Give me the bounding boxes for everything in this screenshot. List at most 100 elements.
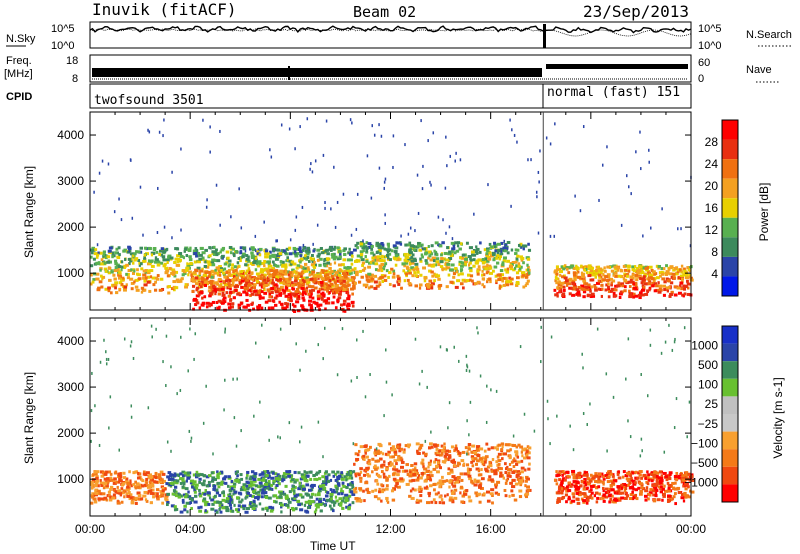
data-cell <box>204 280 208 284</box>
data-cell <box>282 492 287 496</box>
data-cell <box>512 268 516 272</box>
data-cell <box>640 476 644 480</box>
data-cell <box>554 122 556 126</box>
data-cell <box>367 265 372 269</box>
data-cell <box>391 462 394 466</box>
data-cell <box>320 292 323 296</box>
data-cell <box>289 262 294 266</box>
data-cell <box>278 477 282 481</box>
data-cell <box>302 245 306 249</box>
data-cell <box>106 480 110 484</box>
data-cell <box>657 476 661 480</box>
data-cell <box>357 449 361 453</box>
data-cell <box>609 498 613 502</box>
data-cell <box>236 292 240 296</box>
data-cell <box>497 462 501 466</box>
data-cell <box>612 482 616 486</box>
data-cell <box>510 248 514 252</box>
data-cell <box>632 286 638 290</box>
data-cell <box>416 498 419 502</box>
data-cell <box>333 501 337 505</box>
data-cell <box>409 471 414 475</box>
data-cell <box>217 277 222 281</box>
data-cell <box>390 489 395 493</box>
data-cell <box>526 263 529 267</box>
data-cell <box>260 306 264 310</box>
data-cell <box>118 478 122 482</box>
data-cell <box>556 272 559 276</box>
data-cell <box>253 475 257 479</box>
data-cell <box>364 481 369 485</box>
data-cell <box>371 124 373 128</box>
data-cell <box>227 272 232 276</box>
data-cell <box>599 275 603 279</box>
data-cell <box>354 452 358 456</box>
data-cell <box>142 233 144 237</box>
data-cell <box>318 287 322 291</box>
data-cell <box>410 261 415 265</box>
data-cell <box>327 473 331 477</box>
data-cell <box>342 299 347 303</box>
data-cell <box>485 271 489 275</box>
data-cell <box>179 481 183 485</box>
data-cell <box>103 472 108 476</box>
data-cell <box>650 471 655 475</box>
data-cell <box>525 275 528 279</box>
data-cell <box>212 484 217 488</box>
data-cell <box>333 261 337 265</box>
data-cell <box>185 501 190 505</box>
data-cell <box>190 436 193 440</box>
data-cell <box>192 249 197 253</box>
data-cell <box>599 271 603 275</box>
data-cell <box>495 468 499 472</box>
data-cell <box>326 252 330 256</box>
data-cell <box>136 491 141 495</box>
data-cell <box>302 256 307 260</box>
data-cell <box>645 486 649 490</box>
data-cell <box>478 485 482 489</box>
data-cell <box>659 481 663 485</box>
data-cell <box>350 301 354 305</box>
data-cell <box>250 256 254 260</box>
data-cell <box>466 273 471 277</box>
data-cell <box>561 265 566 269</box>
data-cell <box>381 267 386 271</box>
data-cell <box>658 271 662 275</box>
data-cell <box>448 454 452 458</box>
data-cell <box>194 475 199 479</box>
data-cell <box>572 480 577 484</box>
data-cell <box>109 495 113 499</box>
nsky-tick-bottom: 10^0 <box>51 40 75 52</box>
data-cell <box>139 262 143 266</box>
data-cell <box>306 280 311 284</box>
data-cell <box>284 284 289 288</box>
data-cell <box>231 280 235 284</box>
data-cell <box>249 282 254 286</box>
data-cell <box>252 256 257 260</box>
data-cell <box>234 478 237 482</box>
data-cell <box>97 484 100 488</box>
data-cell <box>351 278 355 282</box>
data-cell <box>90 480 94 484</box>
ytick-label: 2000 <box>57 220 84 234</box>
data-cell <box>560 490 564 494</box>
data-cell <box>147 271 151 275</box>
data-cell <box>124 257 127 261</box>
data-cell <box>217 485 221 489</box>
data-cell <box>214 292 217 296</box>
data-cell <box>505 478 509 482</box>
data-cell <box>432 483 436 487</box>
data-cell <box>374 262 379 266</box>
data-cell <box>226 286 230 290</box>
data-cell <box>566 485 569 489</box>
data-cell <box>606 472 610 476</box>
data-cell <box>393 459 398 463</box>
data-cell <box>267 480 271 484</box>
data-cell <box>108 278 112 282</box>
data-cell <box>507 280 513 284</box>
data-cell <box>319 503 323 507</box>
data-cell <box>215 183 218 187</box>
data-cell <box>447 257 453 261</box>
data-cell <box>526 256 530 260</box>
data-cell <box>449 496 453 500</box>
